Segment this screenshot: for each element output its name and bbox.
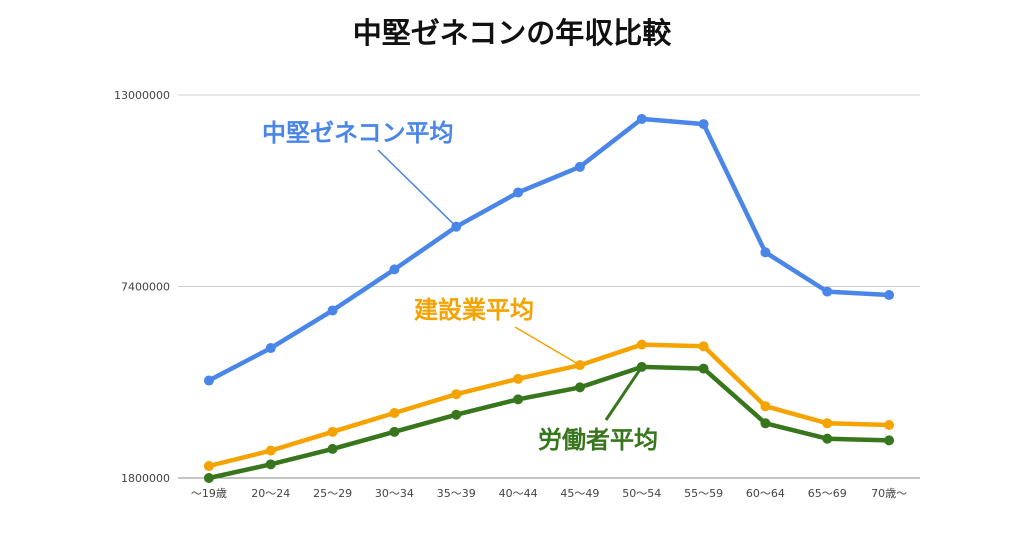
x-tick-label: 20〜24 [251,487,290,500]
data-point [822,286,833,297]
label-leader-line [377,149,457,228]
data-point [389,264,400,275]
x-tick-label: 〜19歳 [191,487,227,500]
data-point [203,473,214,483]
y-tick-label: 1800000 [121,472,170,485]
series-line-0 [206,116,892,383]
series-label: 中堅ゼネコン平均 [262,119,454,147]
data-point [884,419,895,430]
x-tick-label: 65〜69 [808,487,847,500]
data-point [574,161,585,172]
data-point [884,435,895,446]
data-point [327,426,338,437]
chart-title: 中堅ゼネコンの年収比較 [352,16,672,50]
x-tick-label: 70歳〜 [871,487,907,500]
x-tick-label: 45〜49 [560,487,599,500]
data-point [636,339,647,350]
data-point [265,343,276,354]
series-group [203,113,895,483]
data-point [636,113,647,124]
y-axis-ticks: 1800000 7400000 13000000 [114,89,170,485]
data-point [265,445,276,456]
series-line-1 [206,342,892,469]
label-leader-line [604,366,643,421]
x-tick-label: 40〜44 [499,487,538,500]
data-point [203,461,214,472]
x-tick-label: 25〜29 [313,487,352,500]
data-point [513,394,524,405]
data-point [760,247,771,258]
data-point [451,389,462,400]
data-point [451,409,462,420]
data-point [698,341,709,352]
data-point [698,119,709,130]
data-point [822,433,833,444]
data-point [327,305,338,316]
data-point [698,363,709,374]
data-point [822,418,833,429]
series-label: 労働者平均 [538,426,658,454]
y-tick-label: 7400000 [121,281,170,294]
data-point [513,373,524,384]
gridlines [178,94,920,479]
data-point [389,426,400,437]
data-point [760,401,771,412]
x-axis-ticks: 〜19歳 20〜24 25〜29 30〜34 35〜39 40〜44 45〜49 50〜54 5… [191,487,907,500]
series-line-2 [206,364,892,481]
data-point [389,408,400,419]
x-tick-label: 60〜64 [746,487,785,500]
data-point [574,382,585,393]
x-tick-label: 30〜34 [375,487,414,500]
series-label: 建設業平均 [414,296,534,324]
data-point [265,459,276,470]
data-point [203,375,214,386]
x-tick-label: 35〜39 [437,487,476,500]
data-point [327,443,338,454]
y-tick-label: 13000000 [114,89,170,102]
data-point [760,418,771,429]
x-tick-label: 50〜54 [622,487,661,500]
data-point [513,187,524,198]
x-tick-label: 55〜59 [684,487,723,500]
data-point [884,290,895,301]
label-leader-line [514,326,581,366]
